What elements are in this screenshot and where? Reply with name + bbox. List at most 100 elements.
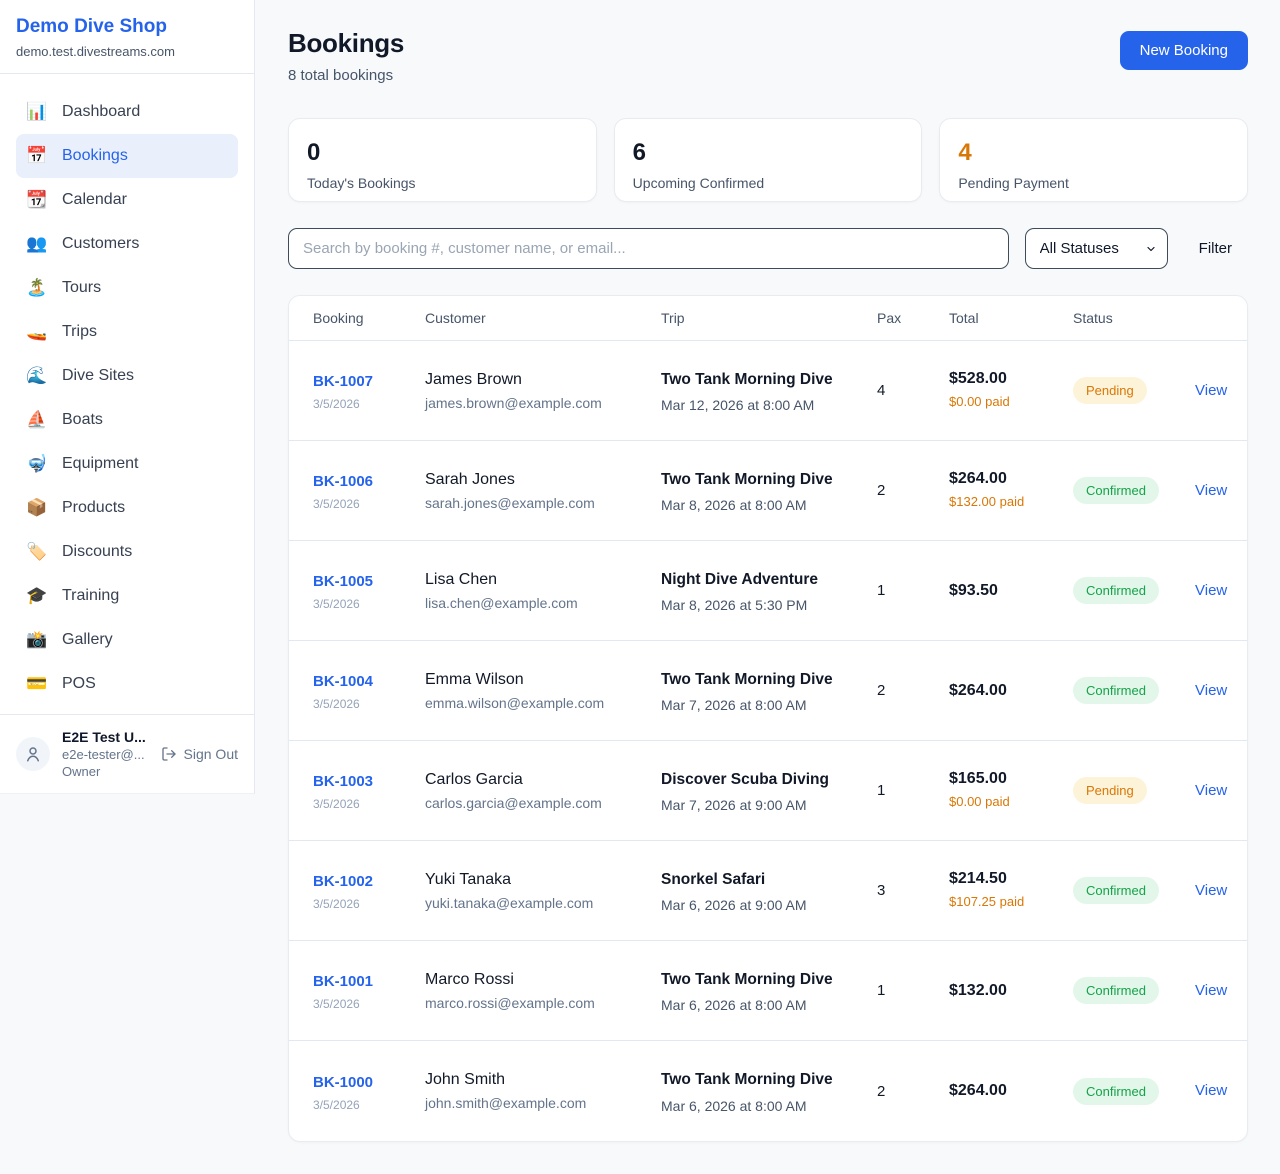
view-link[interactable]: View xyxy=(1195,481,1228,499)
new-booking-button[interactable]: New Booking xyxy=(1119,31,1248,70)
customer-name: Yuki Tanaka xyxy=(425,870,511,888)
sidebar-item-tours[interactable]: 🏝️ Tours xyxy=(16,266,238,310)
table-row: BK-1000 3/5/2026 John Smith john.smith@e… xyxy=(289,1041,1247,1141)
booking-date: 3/5/2026 xyxy=(313,897,360,911)
sidebar-item-customers[interactable]: 👥 Customers xyxy=(16,222,238,266)
status-badge: Confirmed xyxy=(1073,977,1159,1004)
sidebar-item-label: Dive Sites xyxy=(62,367,135,384)
trip-datetime: Mar 8, 2026 at 8:00 AM xyxy=(661,497,807,513)
view-link[interactable]: View xyxy=(1195,781,1228,799)
sidebar-item-gallery[interactable]: 📸 Gallery xyxy=(16,618,238,662)
view-link[interactable]: View xyxy=(1195,381,1228,399)
customers-icon: 👥 xyxy=(26,234,48,253)
paid-amount: $107.25 paid xyxy=(949,893,1025,909)
sidebar-item-label: Tours xyxy=(62,279,102,296)
user-avatar-icon xyxy=(16,737,50,771)
pax-count: 2 xyxy=(877,482,886,499)
sidebar-item-boats[interactable]: ⛵ Boats xyxy=(16,398,238,442)
table-row: BK-1005 3/5/2026 Lisa Chen lisa.chen@exa… xyxy=(289,541,1247,641)
sidebar-item-training[interactable]: 🎓 Training xyxy=(16,574,238,618)
sidebar-item-dive-sites[interactable]: 🌊 Dive Sites xyxy=(16,354,238,398)
customer-name: Sarah Jones xyxy=(425,470,515,488)
main-content: Bookings 8 total bookings New Booking 0 … xyxy=(255,0,1280,1174)
status-badge: Confirmed xyxy=(1073,577,1159,604)
customer-name: James Brown xyxy=(425,370,522,388)
pos-icon: 💳 xyxy=(26,674,48,693)
status-badge: Confirmed xyxy=(1073,677,1159,704)
trip-name: Two Tank Morning Dive xyxy=(661,1071,833,1089)
pax-count: 2 xyxy=(877,1082,886,1100)
boats-icon: ⛵ xyxy=(26,410,48,429)
booking-id-link[interactable]: BK-1001 xyxy=(313,973,374,990)
sidebar-item-discounts[interactable]: 🏷️ Discounts xyxy=(16,530,238,574)
sidebar-item-calendar[interactable]: 📆 Calendar xyxy=(16,178,238,222)
dashboard-icon: 📊 xyxy=(26,102,48,121)
view-link[interactable]: View xyxy=(1195,1082,1228,1099)
user-info: E2E Test U... e2e-tester@... Owner xyxy=(62,729,149,779)
sidebar-item-trips[interactable]: 🚤 Trips xyxy=(16,310,238,354)
controls-bar: All Statuses Filter xyxy=(288,228,1248,269)
pax-count: 1 xyxy=(877,582,886,599)
booking-id-link[interactable]: BK-1006 xyxy=(313,473,374,490)
pax-count: 1 xyxy=(877,982,886,999)
status-badge: Confirmed xyxy=(1073,877,1159,904)
booking-id-link[interactable]: BK-1007 xyxy=(313,373,374,390)
sidebar: Demo Dive Shop demo.test.divestreams.com… xyxy=(0,0,255,794)
customer-email: emma.wilson@example.com xyxy=(425,694,605,711)
table-row: BK-1002 3/5/2026 Yuki Tanaka yuki.tanaka… xyxy=(289,841,1247,941)
trip-name: Snorkel Safari xyxy=(661,870,766,888)
column-header-status: Status xyxy=(1073,310,1113,326)
customer-name: Lisa Chen xyxy=(425,570,498,588)
sidebar-item-dashboard[interactable]: 📊 Dashboard xyxy=(16,90,238,134)
bookings-icon: 📅 xyxy=(26,146,48,165)
table-row: BK-1007 3/5/2026 James Brown james.brown… xyxy=(289,341,1247,441)
filter-button[interactable]: Filter xyxy=(1198,240,1232,257)
booking-id-link[interactable]: BK-1005 xyxy=(313,573,374,590)
stat-card: 4 Pending Payment xyxy=(939,118,1249,202)
status-filter-select[interactable]: All Statuses xyxy=(1024,228,1168,269)
booking-id-link[interactable]: BK-1004 xyxy=(313,673,374,690)
booking-id-link[interactable]: BK-1000 xyxy=(313,1073,374,1091)
sidebar-item-equipment[interactable]: 🤿 Equipment xyxy=(16,442,238,486)
user-role: Owner xyxy=(62,764,101,779)
sidebar-item-label: Boats xyxy=(62,411,103,428)
equipment-icon: 🤿 xyxy=(26,454,48,473)
user-email: e2e-tester@... xyxy=(62,747,145,762)
customer-email: john.smith@example.com xyxy=(425,1095,587,1111)
paid-amount: $0.00 paid xyxy=(949,793,1010,809)
sidebar-item-label: Calendar xyxy=(62,191,127,208)
view-link[interactable]: View xyxy=(1195,681,1228,699)
sidebar-item-bookings[interactable]: 📅 Bookings xyxy=(16,134,238,178)
customer-name: John Smith xyxy=(425,1071,506,1088)
customer-email: james.brown@example.com xyxy=(425,394,602,411)
table-header-row: Booking Customer Trip Pax Total Status xyxy=(289,296,1247,341)
booking-id-link[interactable]: BK-1002 xyxy=(313,873,374,890)
view-link[interactable]: View xyxy=(1195,581,1228,599)
booking-date: 3/5/2026 xyxy=(313,597,360,611)
trip-name: Night Dive Adventure xyxy=(661,570,819,588)
sidebar-item-label: Products xyxy=(62,499,126,516)
customer-name: Marco Rossi xyxy=(425,970,514,988)
booking-id-link[interactable]: BK-1003 xyxy=(313,773,374,790)
sidebar-item-products[interactable]: 📦 Products xyxy=(16,486,238,530)
column-header-booking: Booking xyxy=(313,310,364,326)
sidebar-item-pos[interactable]: 💳 POS xyxy=(16,662,238,706)
brand-name: Demo Dive Shop xyxy=(16,16,167,37)
sidebar-item-label: Training xyxy=(62,587,120,604)
paid-amount: $132.00 paid xyxy=(949,493,1025,509)
trip-name: Two Tank Morning Dive xyxy=(661,370,833,388)
view-link[interactable]: View xyxy=(1195,981,1228,999)
brand: Demo Dive Shop demo.test.divestreams.com xyxy=(0,0,254,74)
stat-card: 0 Today's Bookings xyxy=(288,118,597,202)
view-link[interactable]: View xyxy=(1195,881,1228,899)
stat-card: 6 Upcoming Confirmed xyxy=(613,118,923,202)
sidebar-item-label: Customers xyxy=(62,235,140,252)
search-input[interactable] xyxy=(288,228,1009,269)
total-amount: $264.00 xyxy=(949,681,1007,699)
trip-name: Two Tank Morning Dive xyxy=(661,670,833,688)
booking-date: 3/5/2026 xyxy=(313,497,360,511)
sidebar-item-label: Dashboard xyxy=(62,103,141,120)
table-row: BK-1004 3/5/2026 Emma Wilson emma.wilson… xyxy=(289,641,1247,741)
sign-out-button[interactable]: Sign Out xyxy=(161,746,238,762)
sidebar-item-label: POS xyxy=(62,675,96,692)
